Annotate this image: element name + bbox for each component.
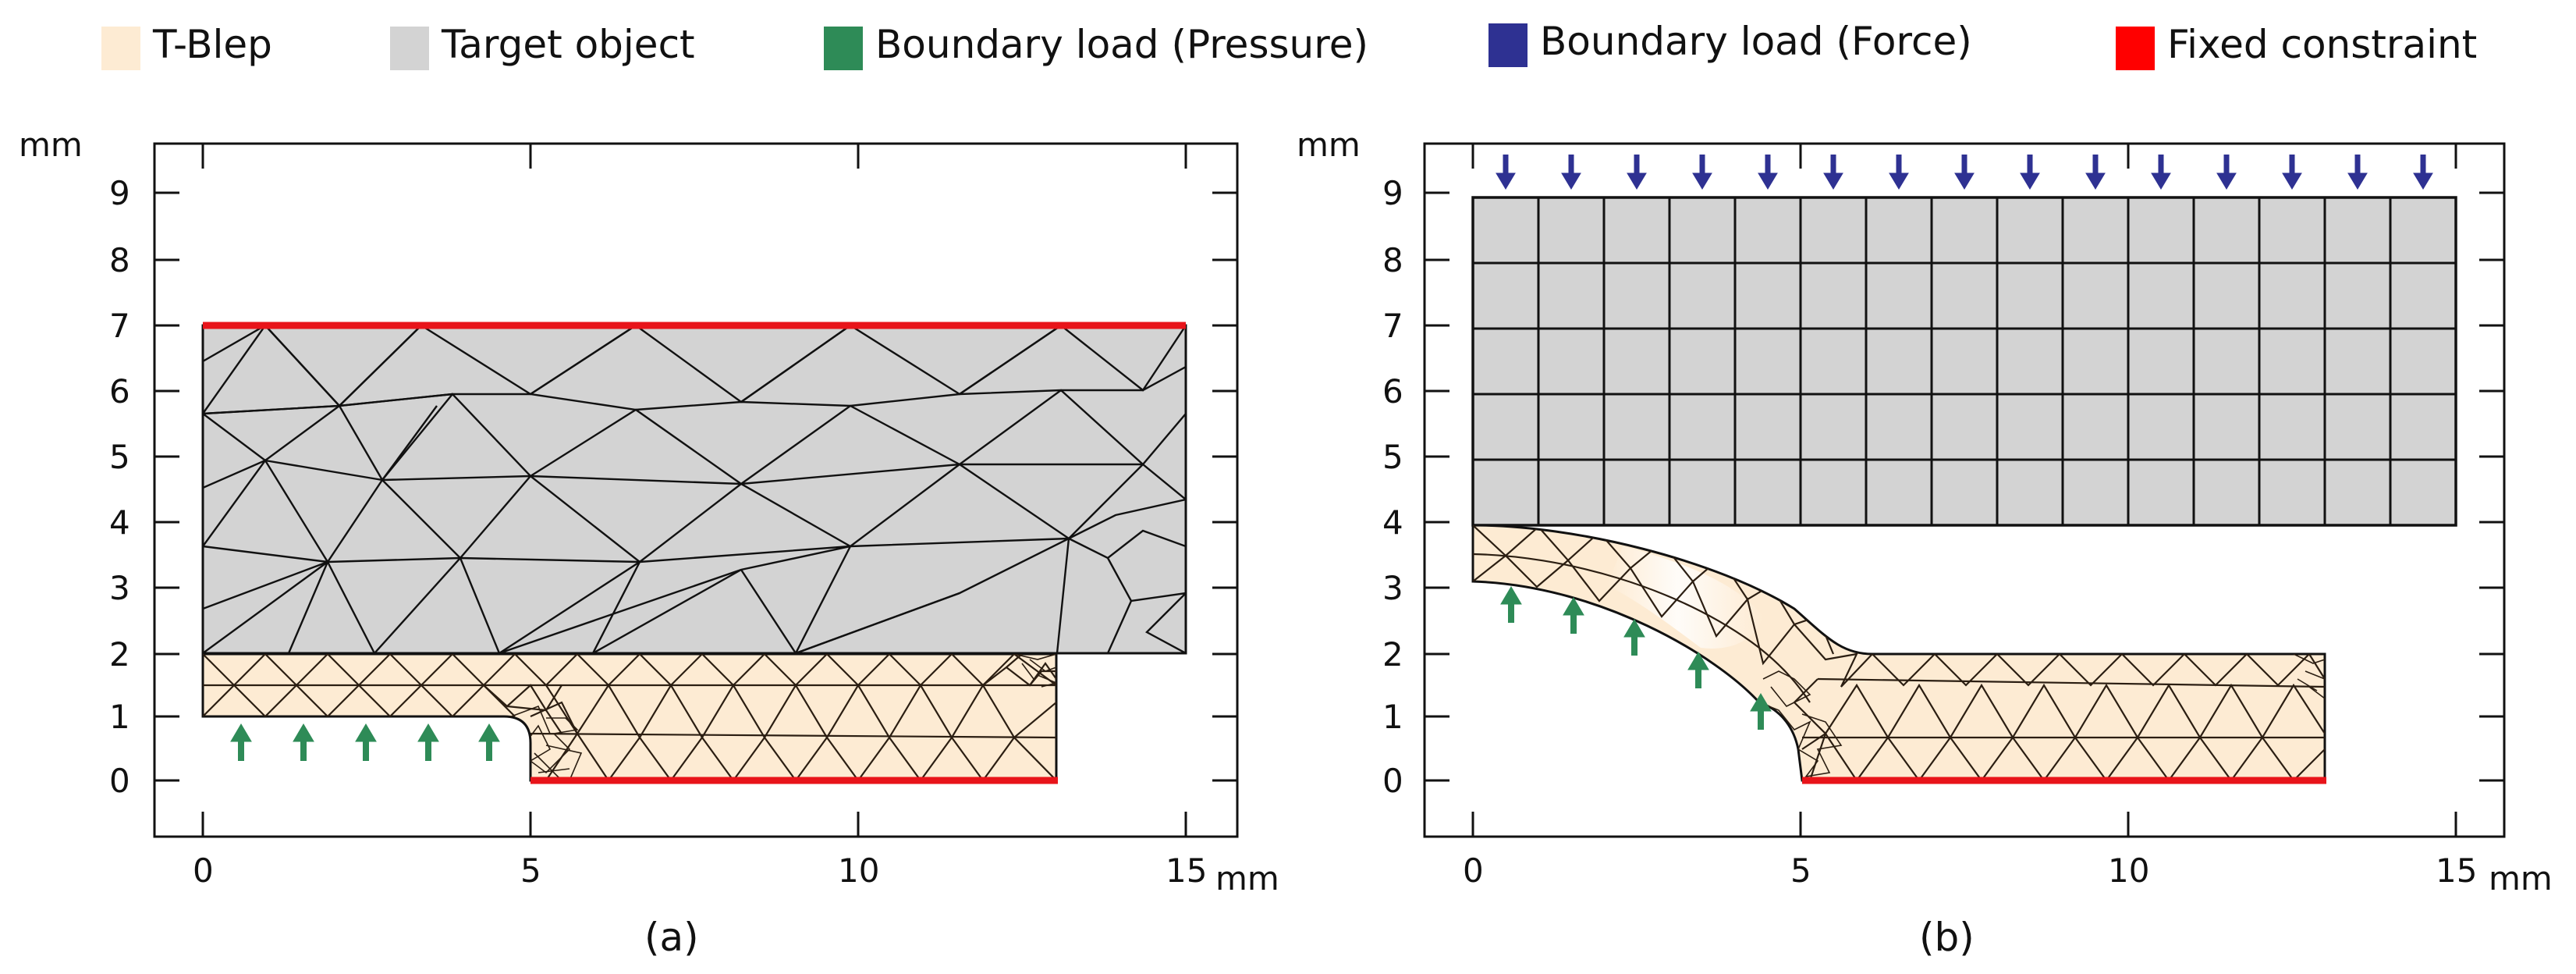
- panel-a-y-tick-label: 3: [109, 569, 130, 607]
- force-arrow-icon: [1692, 155, 1712, 190]
- legend-swatch-pressure: [824, 27, 863, 70]
- legend-label-fixed-constraint: Fixed constraint: [2167, 22, 2477, 67]
- force-arrow-icon: [1758, 155, 1778, 190]
- legend-label-pressure: Boundary load (Pressure): [875, 22, 1368, 67]
- pressure-arrow-icon: [230, 723, 252, 761]
- panel-b: mm 0 1 2 3 4 5 6 7 8 9 0 5 10 15 mm (b): [1297, 126, 2553, 960]
- panel-b-y-tick-label: 2: [1382, 635, 1403, 674]
- panel-b-y-tick-label: 5: [1382, 438, 1403, 476]
- panel-b-y-tick-label: 6: [1382, 372, 1403, 411]
- force-arrow-icon: [2020, 155, 2040, 190]
- panel-a-x-tick-label: 15: [1166, 851, 1207, 890]
- panel-a-y-tick-label: 9: [109, 174, 130, 212]
- panel-a-y-tick-label: 4: [109, 503, 130, 542]
- panel-a-y-tick-label: 2: [109, 635, 130, 674]
- force-arrow-icon: [2282, 155, 2302, 190]
- panel-b-y-unit: mm: [1297, 126, 1361, 164]
- panel-b-target-mesh: [1473, 197, 2456, 525]
- panel-a-y-unit: mm: [19, 126, 83, 164]
- panel-b-t-blep: [1471, 524, 2326, 784]
- pressure-arrow-icon: [1563, 597, 1584, 634]
- panel-b-y-tick-label: 8: [1382, 241, 1403, 279]
- panel-a-t-blep-mesh: [203, 654, 1056, 780]
- panel-a-t-blep: [201, 652, 1058, 784]
- pressure-arrow-icon: [1623, 619, 1645, 656]
- panel-b-y-tick-label: 7: [1382, 307, 1403, 345]
- legend-label-force: Boundary load (Force): [1540, 19, 1972, 64]
- panel-a-y-tick-label: 6: [109, 372, 130, 411]
- legend-label-t-blep: T-Blep: [152, 22, 272, 67]
- force-arrow-icon: [1561, 155, 1581, 190]
- panel-b-y-tick-label: 0: [1382, 762, 1403, 800]
- panel-b-x-unit: mm: [2489, 859, 2553, 898]
- panel-b-axes: mm 0 1 2 3 4 5 6 7 8 9 0 5 10 15 mm (b): [1297, 126, 2553, 960]
- legend-swatch-fixed-constraint: [2116, 27, 2155, 70]
- force-arrow-icon: [2085, 155, 2106, 190]
- legend-swatch-t-blep: [101, 27, 140, 70]
- panel-b-y-tick-label: 1: [1382, 698, 1403, 736]
- force-arrow-icon: [2216, 155, 2237, 190]
- panel-a-y-tick-label: 0: [109, 762, 130, 800]
- panel-b-y-tick-label: 9: [1382, 174, 1403, 212]
- panel-a-x-unit: mm: [1215, 859, 1279, 898]
- panel-b-y-tick-label: 3: [1382, 569, 1403, 607]
- panel-b-x-tick-label: 10: [2108, 851, 2149, 890]
- force-arrow-icon: [2413, 155, 2433, 190]
- panel-a: mm 0 1 2 3 4 5 6 7 8 9 0 5 10 15 mm (a): [19, 126, 1279, 960]
- pressure-arrow-icon: [355, 723, 377, 761]
- legend-item-force: Boundary load (Force): [1488, 19, 1972, 67]
- panel-a-pressure-arrows: [230, 723, 500, 761]
- panel-a-target-object: [201, 322, 1187, 655]
- panel-a-target-mesh: [203, 325, 1186, 653]
- panel-a-x-tick-label: 5: [520, 851, 541, 890]
- legend-label-target-object: Target object: [441, 22, 695, 67]
- panel-a-axes: mm 0 1 2 3 4 5 6 7 8 9 0 5 10 15 mm (a): [19, 126, 1279, 960]
- pressure-arrow-icon: [478, 723, 500, 761]
- panel-a-y-tick-label: 8: [109, 241, 130, 279]
- panel-b-force-arrows: [1496, 155, 2433, 190]
- panel-b-dense-mesh: [1758, 653, 2325, 778]
- pressure-arrow-icon: [417, 723, 439, 761]
- panel-b-x-tick-label: 0: [1463, 851, 1484, 890]
- legend-item-pressure: Boundary load (Pressure): [824, 22, 1368, 70]
- panel-a-caption: (a): [644, 915, 699, 960]
- panel-b-target-object: [1471, 196, 2457, 527]
- panel-b-x-tick-label: 15: [2436, 851, 2477, 890]
- force-arrow-icon: [2347, 155, 2368, 190]
- force-arrow-icon: [1823, 155, 1843, 190]
- pressure-arrow-icon: [293, 723, 314, 761]
- pressure-arrow-icon: [1500, 586, 1522, 623]
- legend-swatch-force: [1488, 23, 1528, 67]
- panel-a-x-tick-label: 10: [838, 851, 879, 890]
- force-arrow-icon: [1627, 155, 1647, 190]
- panel-a-y-tick-label: 7: [109, 307, 130, 345]
- panel-b-y-tick-label: 4: [1382, 503, 1403, 542]
- panel-b-pressure-arrows: [1500, 586, 1772, 730]
- pressure-arrow-icon: [1687, 652, 1709, 688]
- force-arrow-icon: [2151, 155, 2171, 190]
- panel-b-x-tick-label: 5: [1790, 851, 1811, 890]
- panel-a-x-tick-label: 0: [193, 851, 214, 890]
- panel-a-y-tick-label: 1: [109, 698, 130, 736]
- force-arrow-icon: [1496, 155, 1516, 190]
- legend: T-Blep Target object Boundary load (Pres…: [101, 19, 2477, 70]
- legend-item-t-blep: T-Blep: [101, 22, 272, 70]
- pressure-arrow-icon: [1750, 693, 1772, 730]
- legend-item-fixed-constraint: Fixed constraint: [2116, 22, 2477, 70]
- panel-a-y-tick-label: 5: [109, 438, 130, 476]
- force-arrow-icon: [1889, 155, 1909, 190]
- panel-b-caption: (b): [1919, 915, 1975, 960]
- legend-swatch-target-object: [390, 27, 429, 70]
- legend-item-target-object: Target object: [390, 22, 695, 70]
- force-arrow-icon: [1954, 155, 1975, 190]
